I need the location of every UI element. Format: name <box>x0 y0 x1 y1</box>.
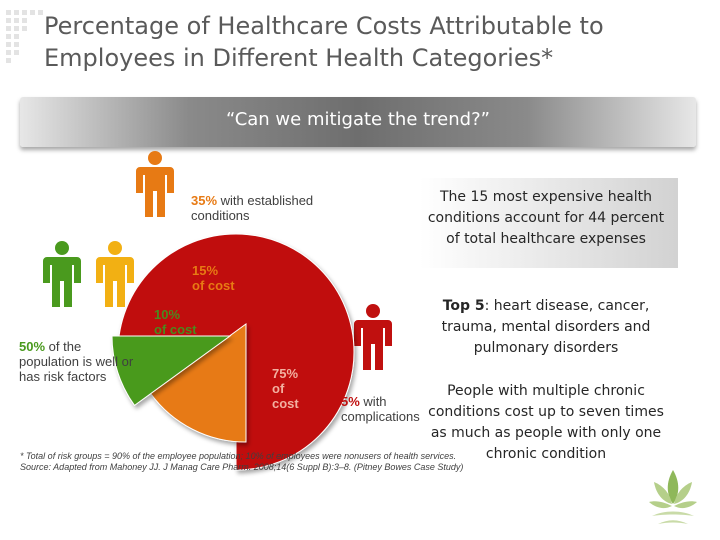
decorative-dots-icon <box>6 10 43 63</box>
top5-text: Top 5: heart disease, cancer, trauma, me… <box>426 296 666 359</box>
footnote-source: Source: Adapted from Mahoney JJ. J Manag… <box>20 462 464 472</box>
person-icon <box>136 151 174 217</box>
footnote-line-1: * Total of risk groups = 90% of the empl… <box>20 451 457 461</box>
established-pct: 35% <box>191 193 218 208</box>
established-label: 35% with established conditions <box>191 193 351 223</box>
cost10-text: of cost <box>154 322 197 337</box>
cost75-of: of <box>272 381 285 396</box>
cost75-pct: 75% <box>272 366 299 381</box>
chronic-conditions-text: People with multiple chronic conditions … <box>428 383 664 462</box>
cost10-label: 10% of cost <box>154 307 214 337</box>
person-icon-green <box>43 241 81 307</box>
complications-text: with complications <box>341 394 420 424</box>
page-title: Percentage of Healthcare Costs Attributa… <box>44 10 684 74</box>
cost75-label: 75% of cost <box>272 366 322 411</box>
well-text: of the population is well or has risk fa… <box>19 339 134 384</box>
person-icon-red <box>354 304 392 370</box>
banner-text: “Can we mitigate the trend?” <box>226 109 490 130</box>
title-line-1: Percentage of Healthcare Costs Attributa… <box>44 12 604 40</box>
side-panel-shading <box>420 178 678 268</box>
cost75-cost: cost <box>272 396 299 411</box>
person-icon-orange <box>136 151 174 217</box>
pie-slice-established <box>149 323 247 443</box>
leaf-logo-icon <box>649 470 697 524</box>
pie-slice-well <box>111 335 232 407</box>
well-pct: 50% <box>19 339 46 354</box>
expensive-conditions-text: The 15 most expensive health conditions … <box>427 189 665 247</box>
footnote: * Total of risk groups = 90% of the empl… <box>20 451 580 473</box>
person-icon <box>43 241 81 307</box>
question-banner: “Can we mitigate the trend?” <box>20 97 696 147</box>
person-icon-yellow <box>96 241 134 307</box>
top5-rest: : heart disease, cancer, trauma, mental … <box>441 298 651 356</box>
complications-pct: 5% <box>341 394 360 409</box>
well-label: 50% of the population is well or has ris… <box>19 339 139 384</box>
cost15-text: of cost <box>192 278 235 293</box>
cost10-pct: 10% <box>154 307 181 322</box>
title-line-2: Employees in Different Health Categories… <box>44 44 554 72</box>
cost15-pct: 15% <box>192 263 219 278</box>
pie-slice-complications <box>117 233 355 471</box>
established-text: with established conditions <box>191 193 314 223</box>
cost15-label: 15% of cost <box>192 263 252 293</box>
person-icon <box>96 241 134 307</box>
person-icon <box>354 304 392 370</box>
complications-label: 5% with complications <box>341 394 431 424</box>
top5-bold: Top 5 <box>442 298 485 314</box>
